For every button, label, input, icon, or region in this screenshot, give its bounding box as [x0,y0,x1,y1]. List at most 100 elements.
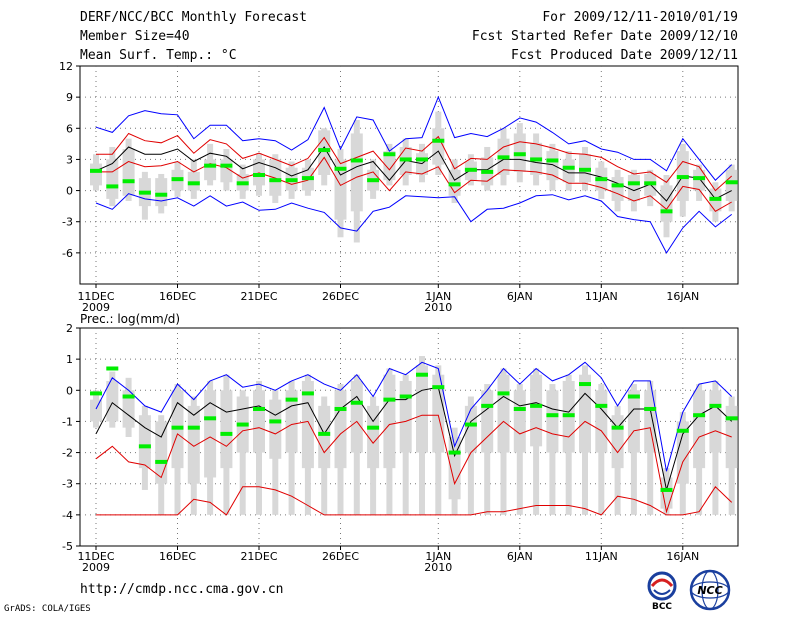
temp-median-mark [138,190,151,195]
temp-median-mark [90,168,102,173]
temp-median-mark [383,152,396,157]
prec-median-mark [334,406,347,411]
prec-box [334,390,347,469]
prec-median-mark [693,413,706,418]
temp-median-mark [171,177,184,182]
prec-ytick-label: 1 [66,353,73,366]
prec-median-mark [220,431,233,436]
prec-median-mark [709,403,722,408]
temp-xtick-label: 26DEC [322,290,359,303]
prec-box [138,415,151,469]
prec-ytick-label: -1 [62,415,73,428]
temp-median-mark [432,138,445,143]
temp-median-mark [579,167,591,172]
temp-box [611,177,624,201]
prec-ytick-label: -2 [62,447,73,460]
prec-median-mark [399,394,412,399]
prec-box [301,380,314,469]
member-size: Member Size=40 [80,29,190,44]
temp-median-mark [709,196,722,201]
temp-min-line [95,193,733,254]
prec-median-mark [253,406,265,411]
prec-box [660,477,673,509]
prec-box [122,390,135,428]
temp-box [350,133,363,212]
prec-median-mark [497,391,510,396]
grads-credit: GrADS: COLA/IGES [4,604,91,614]
prec-median-mark [269,419,282,424]
prec-ytick-label: 0 [66,384,73,397]
svg-text:NCC: NCC [697,584,722,597]
prec-box [367,405,380,469]
temp-xtick-label: 11JAN [585,290,618,303]
prec-box [106,380,119,422]
prec-median-mark [725,416,738,421]
prec-median-mark [676,428,689,433]
prec-box [253,390,265,453]
temp-median-mark [448,182,461,187]
temp-xtick-year: 2009 [82,301,110,314]
prec-box [530,374,543,447]
temp-median-mark [562,165,575,170]
temp-median-mark [367,178,380,183]
prec-box [318,405,331,469]
prec-box [693,390,706,469]
temp-ytick-label: -3 [62,216,73,229]
temp-median-mark [399,157,412,162]
temp-median-mark [627,181,640,186]
temp-box [122,149,135,196]
prec-median-mark [562,413,575,418]
prec-panel-title: Prec.: log(mm/d) [80,312,180,326]
website-url[interactable]: http://cmdp.ncc.cma.gov.cn [80,582,284,597]
svg-text:BCC: BCC [652,602,672,612]
prec-median-mark [90,391,102,396]
prec-median-mark [595,403,608,408]
temp-ytick-label: 3 [66,153,73,166]
started-date: Fcst Started Refer Date 2009/12/10 [471,29,738,44]
prec-box [416,365,428,453]
prec-box [269,399,282,459]
prec-median-mark [350,400,363,405]
prec-median-mark [138,444,151,449]
temp-median-mark [220,163,233,168]
prec-median-mark [416,372,428,377]
variable-label: Mean Surf. Temp.: °C [80,48,237,63]
temp-std-upper-line [96,132,733,192]
temp-std-lower-line [96,156,732,212]
prec-std-lower-line [95,414,732,514]
temp-median-mark [693,176,706,181]
prec-median-mark [367,425,380,430]
prec-xtick-year: 2010 [424,561,452,574]
prec-median-mark [464,422,477,427]
prec-median-mark [204,416,217,421]
temp-xtick-label: 21DEC [240,290,277,303]
chart-title: DERF/NCC/BCC Monthly Forecast [80,10,307,25]
temp-box [204,159,217,181]
temp-box [693,169,706,191]
temp-xtick-label: 16DEC [159,290,196,303]
temp-ytick-label: 9 [66,91,73,104]
prec-median-mark [546,413,559,418]
prec-box [497,374,510,453]
produced-date: Fcst Produced Date 2009/12/11 [511,48,738,63]
temp-median-mark [530,157,543,162]
prec-median-mark [301,391,314,396]
prec-box [187,405,200,484]
prec-box [220,390,233,469]
temp-median-mark [236,181,249,186]
prec-box [432,374,445,453]
prec-xtick-label: 11JAN [585,550,618,563]
prec-xtick-year: 2009 [82,561,110,574]
temp-xtick-label: 1JAN [425,290,451,303]
prec-ytick-label: -5 [62,540,73,553]
temp-xtick-label: 16JAN [666,290,699,303]
prec-median-mark [383,397,396,402]
prec-ytick-label: -4 [62,509,73,522]
bcc-logo: BCC [640,568,684,612]
prec-xtick-label: 26DEC [322,550,359,563]
ncc-logo: NCC [688,568,732,612]
prec-box [595,390,608,453]
temp-ytick-label: 0 [66,185,73,198]
temp-box [546,151,559,181]
